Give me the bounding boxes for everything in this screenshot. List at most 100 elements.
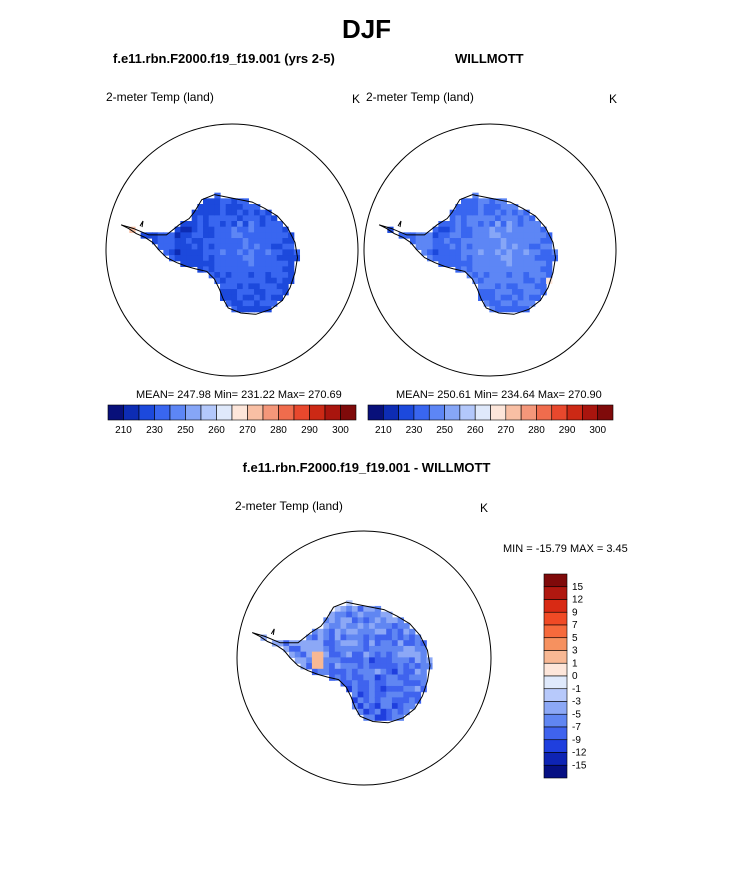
model-grid-cell — [242, 243, 249, 250]
model-grid-cell — [208, 238, 215, 245]
obs-grid-cell — [506, 277, 513, 284]
obs-grid-cell — [466, 249, 473, 256]
diff-grid-cell — [380, 640, 387, 647]
obs-grid-cell — [534, 272, 541, 279]
diff-grid-cell — [369, 680, 376, 687]
diff-grid-cell — [351, 623, 359, 630]
model-grid-cell — [231, 283, 238, 290]
right-units-label: K — [609, 92, 618, 106]
model-grid-cell — [242, 249, 249, 256]
obs-grid-cell — [483, 300, 490, 307]
obs-grid-cell — [489, 300, 496, 307]
obs-grid-cell — [495, 300, 502, 307]
diff-colorbar-label: -9 — [572, 735, 581, 746]
diff-grid-cell — [357, 623, 364, 630]
obs-grid-cell — [500, 215, 507, 222]
diff-grid-cell — [357, 685, 364, 693]
model-grid-cell — [231, 232, 238, 239]
obs-grid-cell — [540, 255, 547, 262]
obs-grid-cell — [512, 249, 519, 256]
model-grid-cell — [248, 255, 255, 262]
model-grid-cell — [191, 209, 198, 216]
obs-grid-cell — [523, 260, 530, 267]
obs-grid-cell — [409, 232, 417, 239]
obs-grid-cell — [523, 249, 530, 256]
obs-grid-cell — [529, 226, 536, 233]
diff-grid-cell — [386, 685, 393, 693]
diff-colorbar-box — [543, 650, 568, 664]
model-grid-cell — [191, 260, 198, 267]
obs-grid-cell — [517, 232, 524, 239]
obs-grid-cell — [478, 243, 485, 250]
model-grid-cell — [203, 243, 210, 250]
diff-grid-cell — [363, 645, 370, 653]
obs-grid-cell — [444, 249, 451, 256]
diff-grid-cell — [369, 691, 376, 698]
model-grid-cell — [231, 272, 238, 279]
obs-grid-cell — [466, 215, 473, 222]
obs-grid-cell — [387, 226, 394, 233]
diff-grid-cell — [317, 657, 324, 664]
model-grid-cell — [220, 232, 227, 239]
model-grid-cell — [225, 209, 232, 216]
diff-grid-cell — [294, 651, 302, 658]
obs-grid-cell — [546, 277, 553, 284]
model-grid-cell — [254, 255, 261, 262]
model-colorbar-box — [247, 404, 264, 421]
obs-grid-cell — [489, 198, 496, 205]
model-grid-cell — [288, 243, 295, 250]
model-grid-cell — [237, 238, 244, 245]
obs-grid-cell — [438, 243, 445, 250]
obs-grid-cell — [517, 300, 524, 307]
obs-grid-cell — [534, 249, 541, 256]
model-grid-cell — [242, 238, 249, 245]
model-grid-cell — [231, 215, 238, 222]
obs-grid-cell — [500, 300, 507, 307]
obs-grid-cell — [523, 283, 530, 290]
obs-grid-cell — [523, 215, 530, 222]
diff-grid-cell — [369, 708, 376, 716]
model-grid-cell — [265, 306, 272, 313]
obs-colorbar-box — [551, 404, 568, 421]
obs-grid-cell — [546, 266, 553, 273]
model-grid-cell — [282, 255, 289, 262]
obs-grid-cell — [466, 232, 473, 239]
diff-grid-cell — [397, 708, 404, 716]
model-grid-cell — [231, 277, 238, 284]
obs-grid-cell — [540, 266, 547, 273]
model-grid-cell — [259, 249, 266, 256]
obs-grid-cell — [455, 238, 462, 245]
diff-grid-cell — [391, 645, 399, 653]
model-grid-cell — [225, 232, 232, 239]
diff-grid-cell — [397, 645, 404, 653]
diff-grid-cell — [386, 663, 393, 670]
diff-grid-cell — [351, 605, 359, 613]
diff-grid-cell — [357, 651, 364, 658]
model-grid-cell — [248, 266, 255, 273]
obs-colorbar-box — [520, 404, 537, 421]
diff-grid-cell — [351, 617, 359, 624]
diff-grid-cell — [294, 645, 302, 653]
obs-grid-cell — [495, 294, 502, 301]
model-grid-cell — [271, 215, 278, 222]
model-grid-cell — [151, 232, 159, 239]
obs-grid-cell — [506, 300, 513, 307]
obs-grid-cell — [500, 226, 507, 233]
diff-grid-cell — [346, 628, 353, 636]
diff-grid-cell — [340, 611, 347, 618]
model-grid-cell — [259, 289, 266, 296]
obs-grid-cell — [466, 255, 473, 262]
model-colorbar-box — [278, 404, 295, 421]
model-grid-cell — [248, 306, 255, 313]
obs-grid-cell — [466, 266, 473, 273]
obs-grid-cell — [461, 266, 468, 273]
diff-grid-cell — [306, 651, 313, 658]
obs-grid-cell — [483, 243, 490, 250]
diff-grid-cell — [386, 634, 393, 641]
diff-grid-cell — [351, 680, 359, 687]
model-grid-cell — [242, 209, 249, 216]
diff-grid-cell — [351, 628, 359, 636]
model-grid-cell — [282, 266, 289, 273]
obs-grid-cell — [506, 260, 513, 267]
obs-colorbar-label: 210 — [375, 425, 392, 436]
